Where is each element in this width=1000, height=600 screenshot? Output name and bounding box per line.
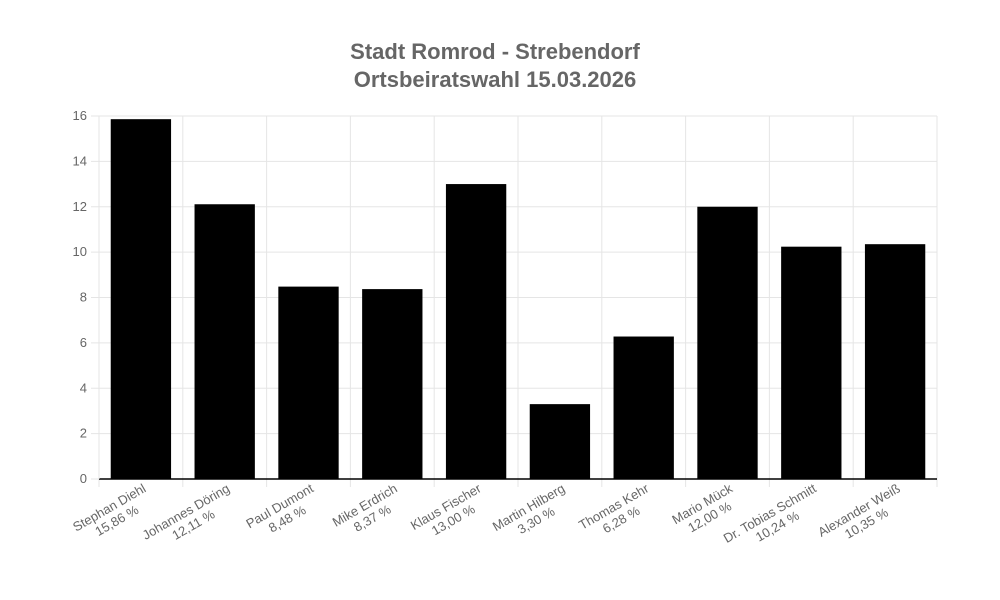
bar [110, 119, 172, 480]
y-tick-label: 4 [80, 380, 87, 395]
y-tick-label: 2 [80, 426, 87, 441]
bar [445, 184, 507, 479]
y-tick-label: 12 [73, 199, 87, 214]
y-tick-label: 10 [73, 244, 87, 259]
bar [697, 206, 758, 479]
chart-title-line-1: Stadt Romrod - Strebendorf [350, 39, 640, 64]
y-tick-label: 8 [80, 290, 87, 305]
chart-title: Stadt Romrod - Strebendorf Ortsbeiratswa… [0, 38, 990, 94]
chart-title-line-2: Ortsbeiratswahl 15.03.2026 [353, 67, 637, 92]
bar [864, 244, 926, 479]
bar [613, 336, 674, 479]
bar [781, 246, 842, 479]
axes [98, 116, 937, 480]
y-tick-label: 0 [80, 471, 87, 486]
bar [278, 286, 339, 479]
y-tick-label: 6 [80, 335, 87, 350]
bars [110, 119, 926, 480]
bar [362, 289, 423, 479]
bar [194, 204, 255, 479]
bar [529, 404, 591, 479]
y-tick-label: 14 [73, 153, 87, 168]
y-tick-label: 16 [73, 108, 87, 123]
